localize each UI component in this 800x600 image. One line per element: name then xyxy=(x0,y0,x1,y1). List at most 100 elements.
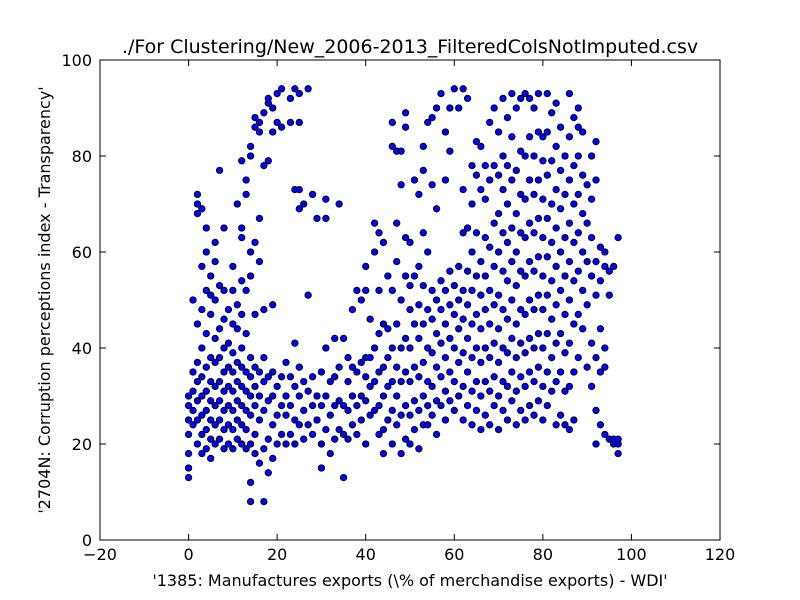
data-point xyxy=(397,411,405,419)
data-point xyxy=(410,176,419,184)
data-point xyxy=(215,166,224,175)
data-point xyxy=(517,94,525,103)
data-point xyxy=(441,387,450,395)
data-point xyxy=(552,301,560,309)
data-point xyxy=(207,310,215,319)
data-point xyxy=(207,353,215,362)
data-point xyxy=(525,334,534,343)
data-point xyxy=(375,368,383,376)
data-point xyxy=(202,286,210,295)
data-point xyxy=(251,430,259,439)
data-point xyxy=(224,401,233,410)
data-point xyxy=(366,382,374,391)
data-point xyxy=(362,397,370,405)
data-point xyxy=(246,353,255,362)
data-point xyxy=(539,305,547,314)
data-point xyxy=(477,185,485,194)
data-point xyxy=(463,401,472,410)
data-point xyxy=(357,358,365,367)
data-point xyxy=(335,425,343,434)
data-point xyxy=(468,353,476,362)
data-point xyxy=(503,161,512,170)
data-point xyxy=(424,305,432,314)
data-point xyxy=(437,277,445,285)
data-point xyxy=(583,257,591,266)
data-point xyxy=(472,272,481,280)
data-point xyxy=(468,387,476,395)
data-point xyxy=(565,382,574,391)
data-point xyxy=(291,416,299,424)
data-point xyxy=(499,94,507,103)
data-point xyxy=(353,368,361,376)
data-point xyxy=(331,435,339,443)
data-point xyxy=(406,377,414,386)
data-point xyxy=(215,416,224,424)
data-point xyxy=(552,421,560,429)
data-point xyxy=(273,440,281,448)
data-point xyxy=(530,104,538,112)
data-point xyxy=(379,320,388,328)
data-point xyxy=(432,104,441,112)
data-point xyxy=(437,305,445,314)
data-point xyxy=(401,272,410,280)
data-point xyxy=(255,118,264,127)
data-point xyxy=(579,286,587,295)
data-point xyxy=(468,248,476,256)
data-point xyxy=(375,286,383,295)
data-point xyxy=(370,377,379,386)
data-point xyxy=(397,344,405,352)
data-point xyxy=(246,248,255,256)
data-point xyxy=(401,123,410,131)
data-point xyxy=(512,209,520,218)
data-point xyxy=(211,421,219,429)
data-point xyxy=(543,89,551,98)
data-point xyxy=(521,195,529,203)
data-point xyxy=(353,286,361,295)
data-point xyxy=(401,109,410,117)
data-point xyxy=(503,113,512,122)
data-point xyxy=(570,113,578,122)
data-point xyxy=(494,425,503,434)
data-point xyxy=(295,363,303,371)
data-point xyxy=(534,329,543,338)
data-point xyxy=(384,382,392,391)
data-point xyxy=(224,339,233,347)
data-point xyxy=(490,262,498,271)
data-point xyxy=(224,382,233,391)
points-layer xyxy=(184,85,622,506)
data-point xyxy=(401,435,410,443)
y-tick-label: 80 xyxy=(72,147,92,166)
data-point xyxy=(295,392,303,400)
data-point xyxy=(198,305,206,314)
data-point xyxy=(384,353,392,362)
data-point xyxy=(463,334,472,343)
data-point xyxy=(393,392,401,400)
data-point xyxy=(233,397,241,405)
data-point xyxy=(486,421,494,429)
data-point xyxy=(503,382,512,391)
data-point xyxy=(468,421,476,429)
data-point xyxy=(477,425,485,434)
data-point xyxy=(362,440,370,448)
data-point xyxy=(565,296,574,304)
x-tick-label: −20 xyxy=(83,545,117,564)
data-point xyxy=(264,469,272,477)
data-point xyxy=(291,85,299,93)
data-point xyxy=(184,430,193,439)
data-point xyxy=(273,411,281,419)
data-point xyxy=(375,430,383,439)
data-point xyxy=(459,349,467,357)
data-point xyxy=(494,358,503,367)
data-point xyxy=(379,392,388,400)
data-point xyxy=(410,425,419,434)
data-point xyxy=(207,416,215,424)
data-point xyxy=(446,267,454,275)
data-point xyxy=(530,411,538,419)
data-point xyxy=(459,286,467,295)
data-point xyxy=(415,445,423,453)
data-point xyxy=(579,248,587,256)
data-point xyxy=(207,397,215,405)
data-point xyxy=(508,334,516,343)
x-tick-label: 20 xyxy=(267,545,287,564)
data-point xyxy=(556,411,565,419)
